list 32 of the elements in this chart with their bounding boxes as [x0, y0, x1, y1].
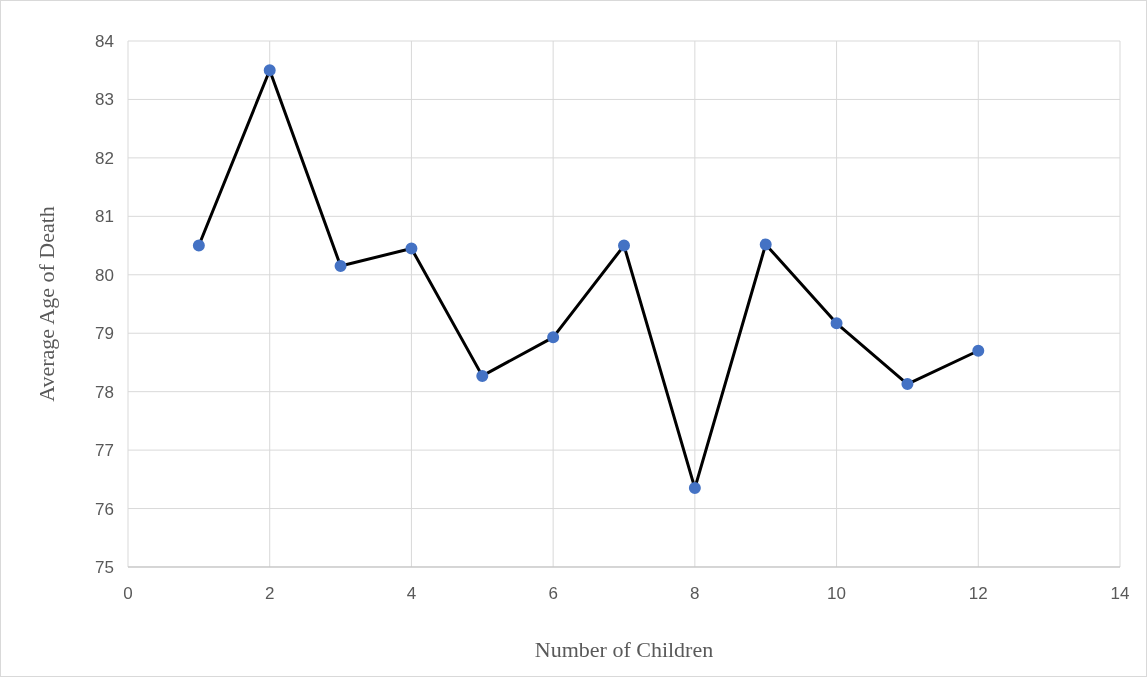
point: [263, 64, 276, 77]
x-tick-label: 10: [827, 584, 847, 603]
point: [476, 369, 489, 382]
y-tick-label: 77: [95, 441, 114, 461]
point: [830, 317, 843, 330]
x-tick-label: 0: [123, 584, 133, 603]
x-tick-label: 12: [968, 584, 988, 603]
point: [334, 260, 347, 272]
y-tick-label: 78: [95, 382, 114, 402]
x-tick-label: 6: [548, 584, 558, 603]
y-tick-label: 76: [95, 499, 114, 519]
y-axis-title: Average Age of Death: [34, 206, 59, 402]
y-tick-label: 81: [95, 207, 114, 227]
x-tick-label: 8: [690, 584, 700, 603]
x-axis-title: Number of Children: [534, 637, 714, 662]
x-tick-label: 4: [406, 584, 417, 603]
y-tick-label: 82: [95, 148, 114, 168]
y-tick-label: 84: [95, 31, 114, 51]
x-tick-label: 14: [1110, 584, 1130, 603]
y-tick-label: 75: [95, 557, 114, 577]
point: [972, 344, 985, 357]
y-tick-label: 79: [95, 324, 114, 344]
point: [901, 378, 914, 391]
x-tick-label: 2: [264, 584, 275, 603]
point: [759, 238, 772, 251]
point: [405, 242, 418, 255]
point: [547, 331, 560, 344]
point: [688, 482, 701, 495]
y-tick-label: 83: [95, 90, 114, 110]
point: [618, 239, 630, 252]
y-tick-label: 80: [95, 265, 114, 285]
point: [192, 239, 205, 252]
